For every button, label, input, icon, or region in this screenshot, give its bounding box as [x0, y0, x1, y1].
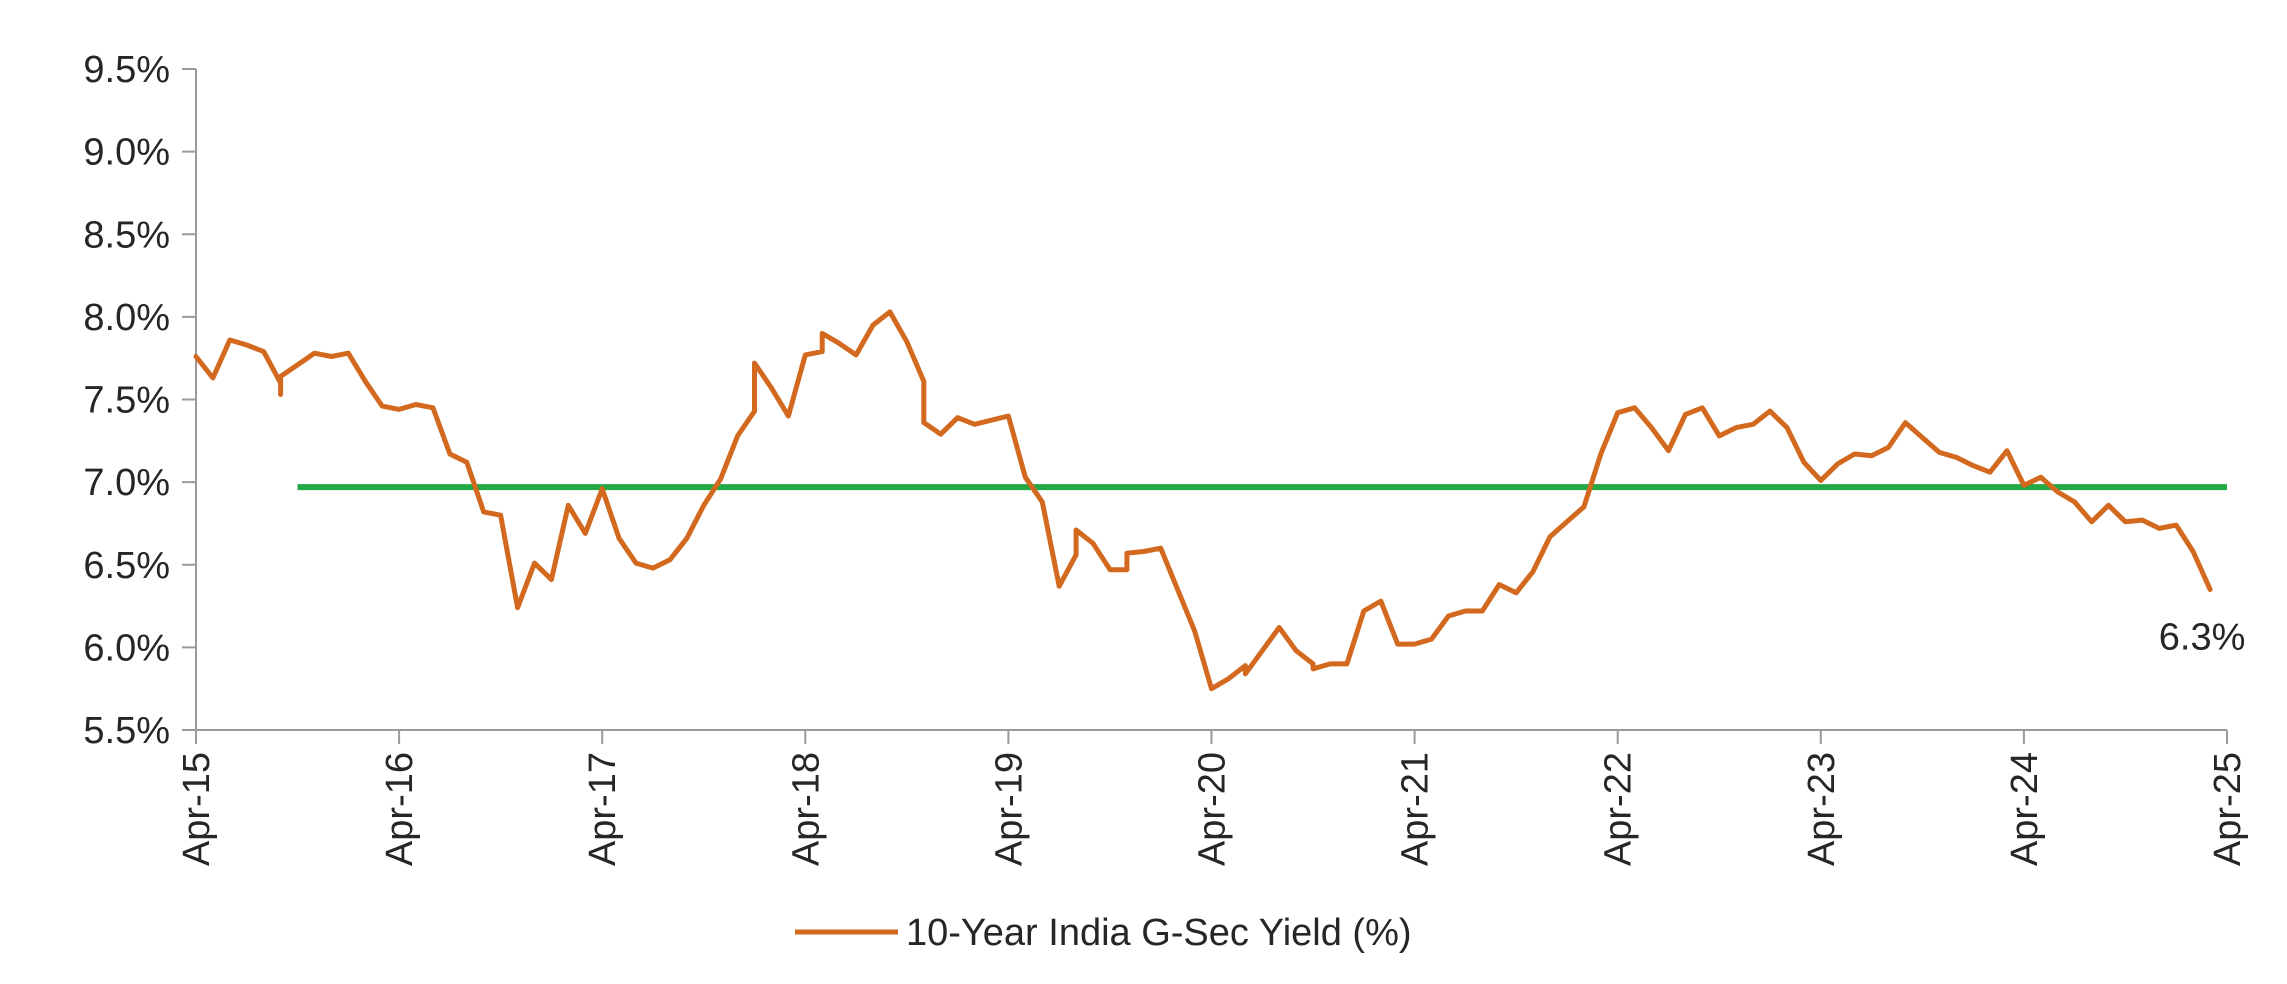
x-tick-label: Apr-16 — [379, 752, 421, 866]
x-tick-label: Apr-17 — [582, 752, 624, 866]
legend-label: 10-Year India G-Sec Yield (%) — [906, 912, 1412, 954]
y-tick-label: 5.5% — [83, 710, 170, 752]
y-tick-label: 8.0% — [83, 297, 170, 339]
legend: 10-Year India G-Sec Yield (%) — [795, 912, 1412, 954]
x-tick-label: Apr-25 — [2207, 752, 2249, 866]
end-value-label: 6.3% — [2159, 617, 2246, 659]
y-tick-label: 7.5% — [83, 380, 170, 422]
y-tick-label: 6.5% — [83, 545, 170, 587]
x-tick-label: Apr-22 — [1598, 752, 1640, 866]
x-tick-label: Apr-15 — [176, 752, 218, 866]
series-group — [193, 309, 2213, 692]
x-tick-label: Apr-19 — [988, 752, 1030, 866]
series-line — [193, 309, 2213, 692]
y-axis: 5.5% 6.0% 6.5% 7.0% 7.5% 8.0% 8.5% 9.0% 9.5% — [83, 49, 197, 752]
y-tick-label: 7.0% — [83, 462, 170, 504]
x-tick-label: Apr-21 — [1395, 752, 1437, 866]
y-tick-label: 9.5% — [83, 49, 170, 91]
y-tick-label: 9.0% — [83, 132, 170, 174]
y-tick-label: 6.0% — [83, 627, 170, 669]
x-tick-label: Apr-20 — [1192, 752, 1234, 866]
annotation-group: 6.3% — [2159, 617, 2246, 659]
x-axis: Apr-15 Apr-16 Apr-17 Apr-18 Apr-19 Apr-20 Apr-… — [176, 729, 2249, 866]
y-tick-label: 8.5% — [83, 214, 170, 256]
x-tick-label: Apr-23 — [1801, 752, 1843, 866]
x-tick-label: Apr-24 — [2004, 752, 2046, 866]
x-tick-label: Apr-18 — [785, 752, 827, 866]
